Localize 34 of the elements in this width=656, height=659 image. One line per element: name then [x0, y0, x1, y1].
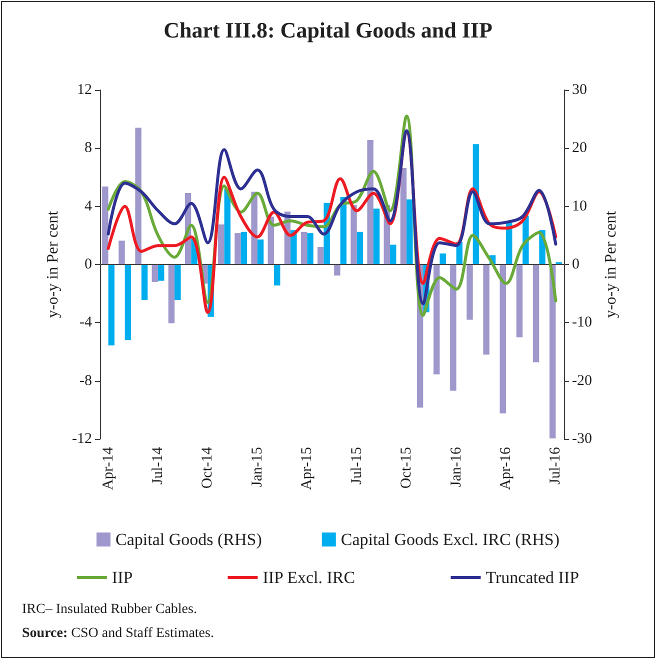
y2-tick-label: 0	[572, 256, 580, 272]
y-tick-label: -8	[80, 372, 92, 389]
legend-label: Capital Goods (RHS)	[115, 530, 262, 549]
x-tick-label: Jan-16	[448, 446, 464, 487]
y-tick-label: 8	[84, 140, 92, 156]
y-axis-title: y-o-y in Per cent	[44, 210, 62, 318]
y-tick-label: -4	[80, 314, 92, 331]
legend-label: IIP	[112, 568, 133, 587]
y2-tick-label: 10	[572, 198, 587, 214]
y-tick-label: 12	[77, 82, 92, 98]
legend-label: Capital Goods Excl. IRC (RHS)	[340, 530, 560, 549]
x-tick-label: Jan-15	[249, 447, 266, 487]
x-tick-label: Jul-14	[150, 446, 166, 484]
y2-tick-label: -10	[572, 314, 592, 331]
legend-label: IIP Excl. IRC	[262, 568, 356, 587]
y2-tick-label: 30	[572, 82, 587, 98]
chart-title: Chart III.8: Capital Goods and IIP	[164, 18, 492, 42]
y-tick-label: 4	[84, 198, 92, 214]
y2-tick-label: -30	[572, 431, 592, 447]
x-tick-label: Oct-14	[200, 446, 216, 489]
text: IRC– Insulated Rubber Cables.	[22, 601, 198, 619]
x-tick-label: Jul-15	[348, 447, 365, 484]
y2-tick-label: -20	[572, 372, 592, 389]
x-tick-label: Apr-16	[498, 446, 514, 490]
y-tick-label: 0	[84, 256, 92, 272]
x-tick-label: Jul-16	[548, 446, 564, 484]
source-note: Source: CSO and Staff Estimates.	[22, 625, 214, 643]
x-tick-label: Oct-15	[398, 447, 415, 489]
y2-axis-title: y-o-y in Per cent	[602, 210, 620, 318]
x-tick-label: Apr-14	[100, 446, 116, 490]
x-tick-label: Apr-15	[299, 447, 316, 490]
legend-label: Truncated IIP	[486, 568, 580, 587]
y-tick-label: -12	[72, 431, 92, 447]
y2-tick-label: 20	[572, 140, 587, 156]
